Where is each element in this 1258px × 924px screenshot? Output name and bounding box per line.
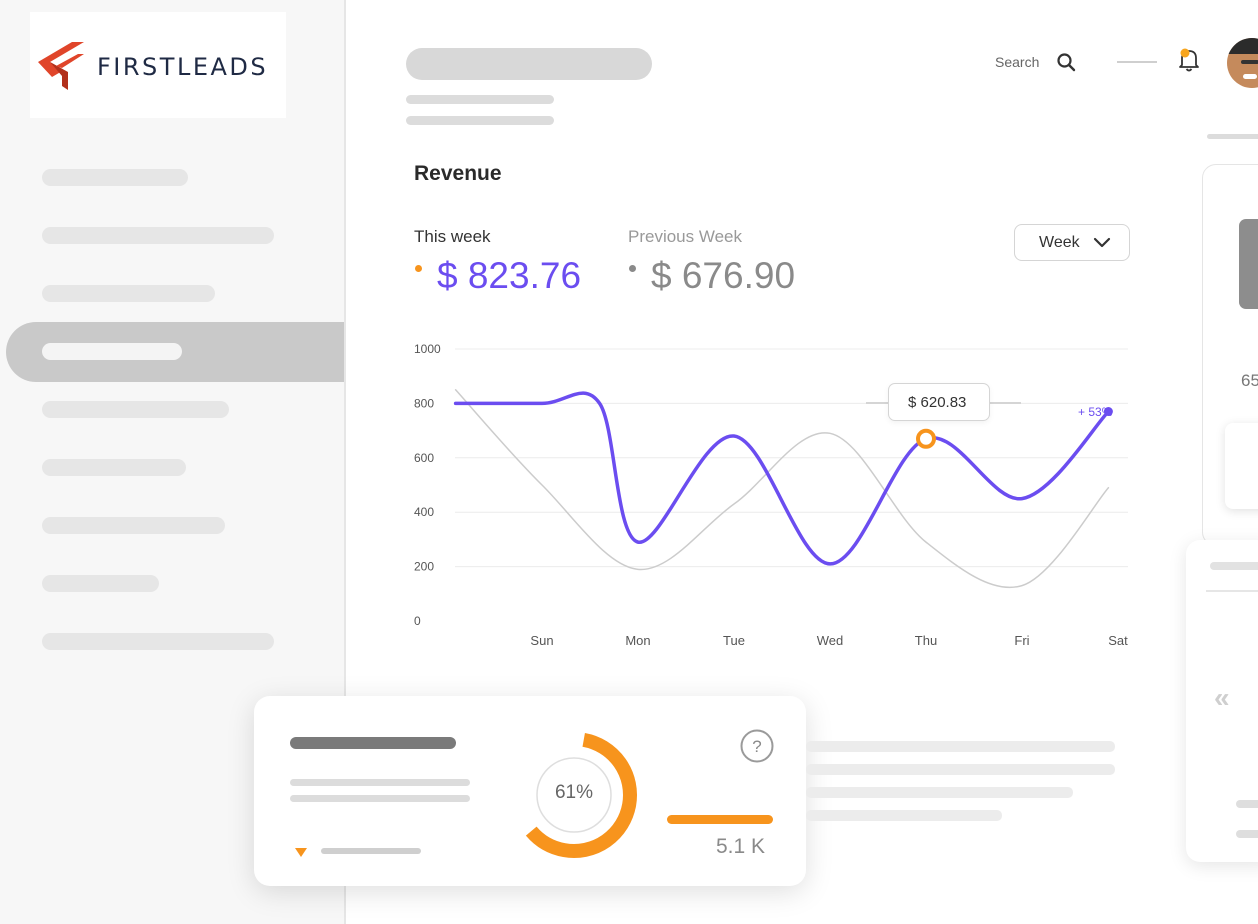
donut-chart [511, 732, 637, 858]
search-icon[interactable] [1056, 52, 1076, 72]
svg-text:?: ? [752, 737, 761, 756]
nav-item-8[interactable] [42, 575, 159, 592]
donut-label: 61% [554, 782, 594, 803]
metric-bar [667, 815, 773, 824]
previous-week-dot [629, 265, 636, 272]
series-line-previous-week [454, 389, 1110, 588]
right-lower-line-1 [1210, 562, 1258, 570]
chart-tooltip: $ 620.83 [888, 383, 990, 421]
right-lower-line-2 [1236, 800, 1258, 808]
brand-logo[interactable] [30, 12, 286, 118]
nav-item-active-label [42, 343, 182, 360]
subtitle-placeholder-2 [406, 116, 554, 125]
right-panel-lower: « [1186, 540, 1258, 862]
nav-item-7[interactable] [42, 517, 225, 534]
x-tick-label: Wed [817, 633, 844, 648]
y-tick-label: 200 [414, 560, 434, 574]
right-panel-minicard [1225, 423, 1258, 509]
this-week-label: This week [414, 227, 491, 246]
nav-item-3[interactable] [42, 285, 215, 302]
card-line-1 [290, 779, 470, 786]
previous-week-label: Previous Week [628, 227, 743, 246]
nav-item-9[interactable] [42, 633, 274, 650]
revenue-title: Revenue [414, 162, 502, 185]
right-lower-divider [1206, 590, 1258, 592]
list-line-3 [806, 787, 1073, 798]
x-tick-label: Tue [723, 633, 745, 648]
card-trend-placeholder [321, 848, 421, 854]
card-line-2 [290, 795, 470, 802]
x-tick-label: Thu [915, 633, 937, 648]
previous-week-value: $ 676.90 [651, 255, 796, 296]
card-title-placeholder [290, 737, 456, 749]
x-tick-label: Sun [530, 633, 553, 648]
logo-mark-icon [38, 42, 84, 90]
revenue-chart: 1000 800 600 400 200 0 Sun Mon Tue Wed Thu Fri Sat [414, 342, 1128, 648]
series-end-point [1103, 407, 1113, 417]
avatar[interactable] [1227, 38, 1258, 88]
right-panel-block [1239, 219, 1258, 309]
highlight-point [916, 428, 936, 449]
y-tick-label: 800 [414, 396, 434, 410]
y-tick-label: 1000 [414, 342, 441, 356]
list-line-4 [806, 810, 1002, 821]
this-week-value: $ 823.76 [437, 255, 582, 296]
brand-name: FIRSTLEADS [97, 53, 269, 81]
y-tick-label: 400 [414, 505, 434, 519]
stats-card: 61% ? 5.1 K [254, 696, 806, 886]
x-tick-label: Fri [1014, 633, 1029, 648]
period-select[interactable]: Week [1014, 224, 1130, 261]
series-line-this-week [453, 391, 1111, 566]
x-tick-label: Sat [1108, 633, 1128, 648]
list-line-2 [806, 764, 1115, 775]
bell-icon[interactable] [1176, 46, 1202, 74]
right-header-placeholder [1207, 134, 1258, 139]
nav-item-2[interactable] [42, 227, 274, 244]
this-week-dot [415, 265, 422, 272]
tooltip-value: $ 620.83 [908, 394, 967, 411]
nav-item-6[interactable] [42, 459, 186, 476]
x-tick-label: Mon [625, 633, 650, 648]
nav-item-1[interactable] [42, 169, 188, 186]
search-label[interactable]: Search [995, 54, 1040, 70]
chevron-down-icon [1093, 237, 1111, 248]
y-tick-label: 0 [414, 614, 421, 628]
list-line-1 [806, 741, 1115, 752]
subtitle-placeholder-1 [406, 95, 554, 104]
nav-item-5[interactable] [42, 401, 229, 418]
double-chevron-left-icon[interactable]: « [1214, 682, 1230, 713]
question-circle-icon[interactable]: ? [739, 728, 775, 764]
header-divider [1117, 61, 1157, 63]
metric-value: 5.1 K [716, 835, 766, 858]
y-tick-label: 600 [414, 451, 434, 465]
right-panel-value: 65 [1241, 371, 1258, 390]
right-panel: 65 [1202, 164, 1258, 546]
trend-down-icon [295, 848, 307, 857]
right-lower-line-3 [1236, 830, 1258, 838]
change-label: + 53% [1078, 405, 1113, 419]
page-title-placeholder [406, 48, 652, 80]
period-select-value: Week [1039, 234, 1080, 251]
